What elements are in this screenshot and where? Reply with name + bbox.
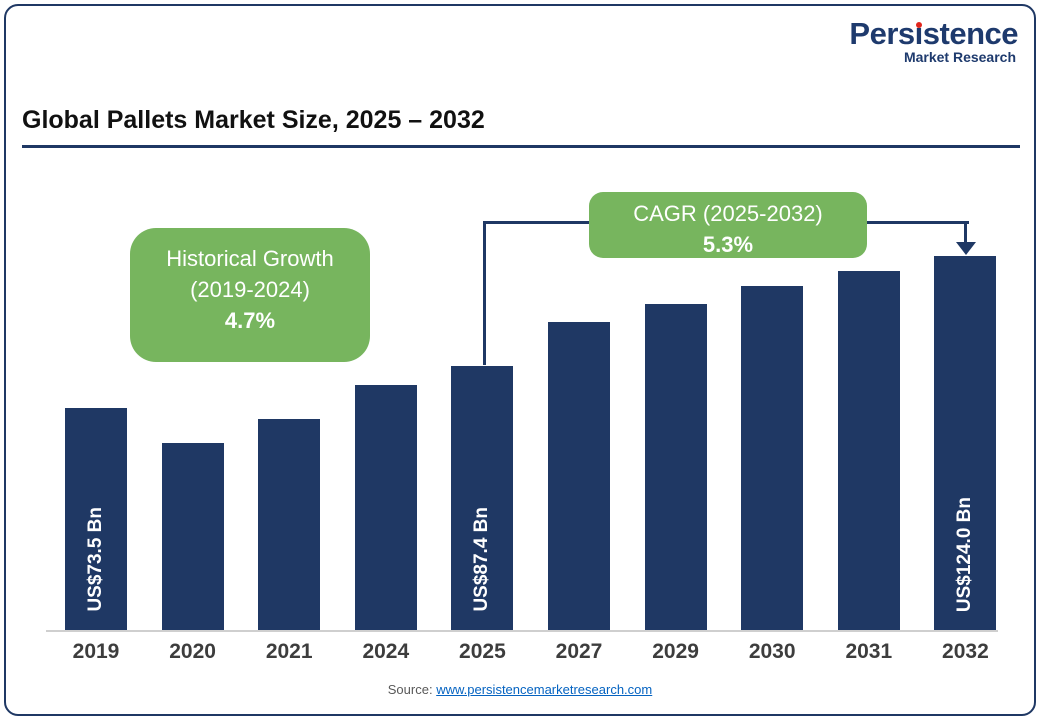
cagr-value: 5.3% <box>702 231 754 257</box>
cagr-callout: CAGR (2025-2032) 5.3% <box>589 192 867 258</box>
logo-subtitle: Market Research <box>903 48 1016 65</box>
bracket-arrow-down-icon <box>956 242 976 255</box>
logo-wordmark: Persıstence <box>849 16 1018 51</box>
bracket-line-right <box>964 221 967 244</box>
bracket-line-left <box>483 221 486 365</box>
title-block: Global Pallets Market Size, 2025 – 2032 <box>22 106 1020 148</box>
page-title: Global Pallets Market Size, 2025 – 2032 <box>22 106 485 134</box>
bar-value-label-2025: US$87.4 Bn <box>471 507 493 612</box>
bar-value-label-2032: US$124.0 Bn <box>954 496 976 612</box>
x-axis-label-2020: 2020 <box>169 640 216 663</box>
x-axis-label-2019: 2019 <box>72 640 120 663</box>
x-axis-label-2031: 2031 <box>845 640 893 663</box>
logo: Persıstence Market Research <box>849 16 1018 65</box>
x-axis-label-2029: 2029 <box>652 640 699 663</box>
x-axis-label-2021: 2021 <box>265 640 313 663</box>
chart-page: Persıstence Market Research Global Palle… <box>4 4 1036 716</box>
historical-growth-callout: Historical Growth (2019-2024) 4.7% <box>130 228 370 362</box>
bar-2029 <box>644 303 707 630</box>
bar-2021 <box>258 418 321 630</box>
bar-2024 <box>354 385 417 630</box>
x-axis-label-2024: 2024 <box>362 640 410 663</box>
bar-2027 <box>548 321 610 630</box>
historical-growth-line1: Historical Growth <box>166 246 334 271</box>
bar-2032: US$124.0 Bn <box>934 255 997 630</box>
cagr-line1: CAGR (2025-2032) <box>633 201 823 226</box>
x-axis-label-2032: 2032 <box>942 640 989 663</box>
historical-growth-value: 4.7% <box>224 307 276 333</box>
source-label: Source: <box>387 682 433 697</box>
x-axis-label-2030: 2030 <box>748 640 796 663</box>
source-line: Source: www.persistencemarketresearch.co… <box>6 682 1034 697</box>
bar-2019: US$73.5 Bn <box>65 408 127 630</box>
bar-value-label-2019: US$73.5 Bn <box>85 507 106 612</box>
bar-2030 <box>741 285 804 630</box>
x-axis-label-2025: 2025 <box>459 640 506 663</box>
logo-i-red-dot: ı <box>914 16 924 51</box>
bar-2020 <box>161 442 224 630</box>
bar-2031 <box>837 270 900 630</box>
bar-2025: US$87.4 Bn <box>451 366 514 630</box>
historical-growth-line2: (2019-2024) <box>190 276 310 302</box>
x-axis-label-2027: 2027 <box>555 640 603 663</box>
x-axis-line <box>46 630 998 632</box>
source-link[interactable]: www.persistencemarketresearch.com <box>436 682 653 697</box>
